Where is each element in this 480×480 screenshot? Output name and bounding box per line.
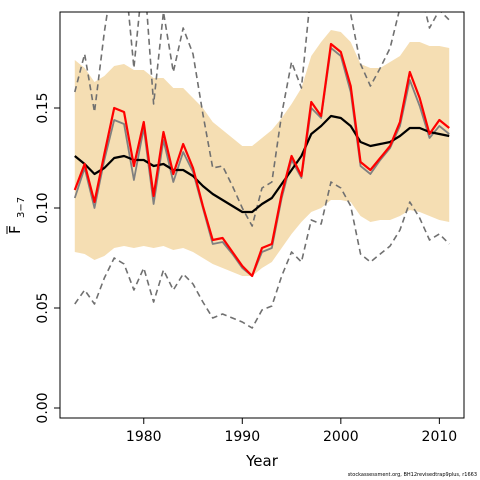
estimate-line (73, 42, 450, 278)
y-tick-label: 0.05 (35, 292, 51, 323)
y-axis: 0.00 0.05 0.10 0.15 (35, 92, 60, 424)
plot-frame (59, 11, 465, 419)
x-tick-label: 2000 (323, 429, 359, 445)
y-tick-label: 0.10 (35, 192, 51, 223)
credit-text: stockassessment.org, BH12revisedtrap9plu… (347, 472, 477, 478)
y-axis-title-main: F (6, 225, 24, 234)
y-axis-title: F 3−7 (6, 197, 27, 234)
upper-dashed-line (74, 12, 450, 227)
lower-dashed-line (74, 181, 450, 329)
x-axis: 1980 1990 2000 2010 (126, 418, 457, 445)
x-axis-title: Year (245, 452, 279, 470)
confidence-band (74, 30, 450, 276)
y-axis-title-subscript: 3−7 (16, 197, 27, 218)
x-tick-label: 1980 (126, 429, 162, 445)
gray-line (73, 47, 450, 277)
y-tick-label: 0.15 (35, 92, 51, 123)
x-tick-label: 2010 (422, 429, 458, 445)
y-tick-label: 0.00 (35, 392, 51, 423)
median-line (74, 114, 450, 214)
x-tick-label: 1990 (224, 429, 260, 445)
